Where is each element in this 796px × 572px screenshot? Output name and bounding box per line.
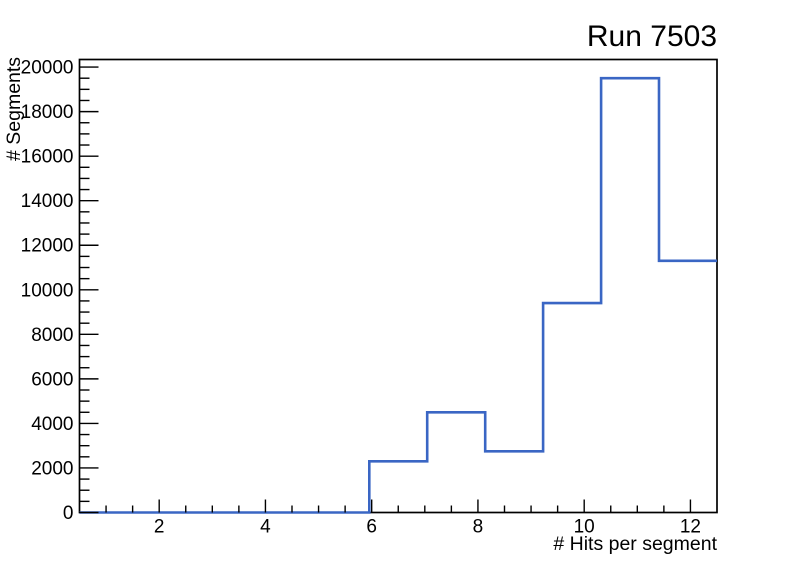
y-tick-label: 10000 — [21, 280, 74, 301]
histogram-line — [79, 76, 717, 514]
y-tick-label: 20000 — [21, 58, 74, 79]
y-tick-label: 16000 — [21, 147, 74, 168]
x-tick-label: 10 — [574, 517, 595, 538]
y-tick-label: 12000 — [21, 236, 74, 257]
y-tick-label: 6000 — [31, 369, 73, 390]
plot-title: Run 7503 — [586, 20, 717, 53]
y-tick-label: 2000 — [31, 458, 73, 479]
y-tick-label: 0 — [63, 503, 74, 524]
x-tick-label: 6 — [366, 517, 377, 538]
x-axis-title: # Hits per segment — [553, 533, 717, 555]
y-tick-label: 14000 — [21, 191, 74, 212]
x-tick-label: 8 — [473, 517, 484, 538]
x-tick-label: 4 — [260, 517, 271, 538]
x-tick-label: 12 — [680, 517, 701, 538]
x-tick-label: 2 — [154, 517, 165, 538]
plot-frame — [78, 58, 718, 514]
y-tick-label: 18000 — [21, 102, 74, 123]
y-tick-label: 4000 — [31, 414, 73, 435]
y-axis-title: # Segments — [3, 56, 25, 161]
y-tick-label: 8000 — [31, 325, 73, 346]
